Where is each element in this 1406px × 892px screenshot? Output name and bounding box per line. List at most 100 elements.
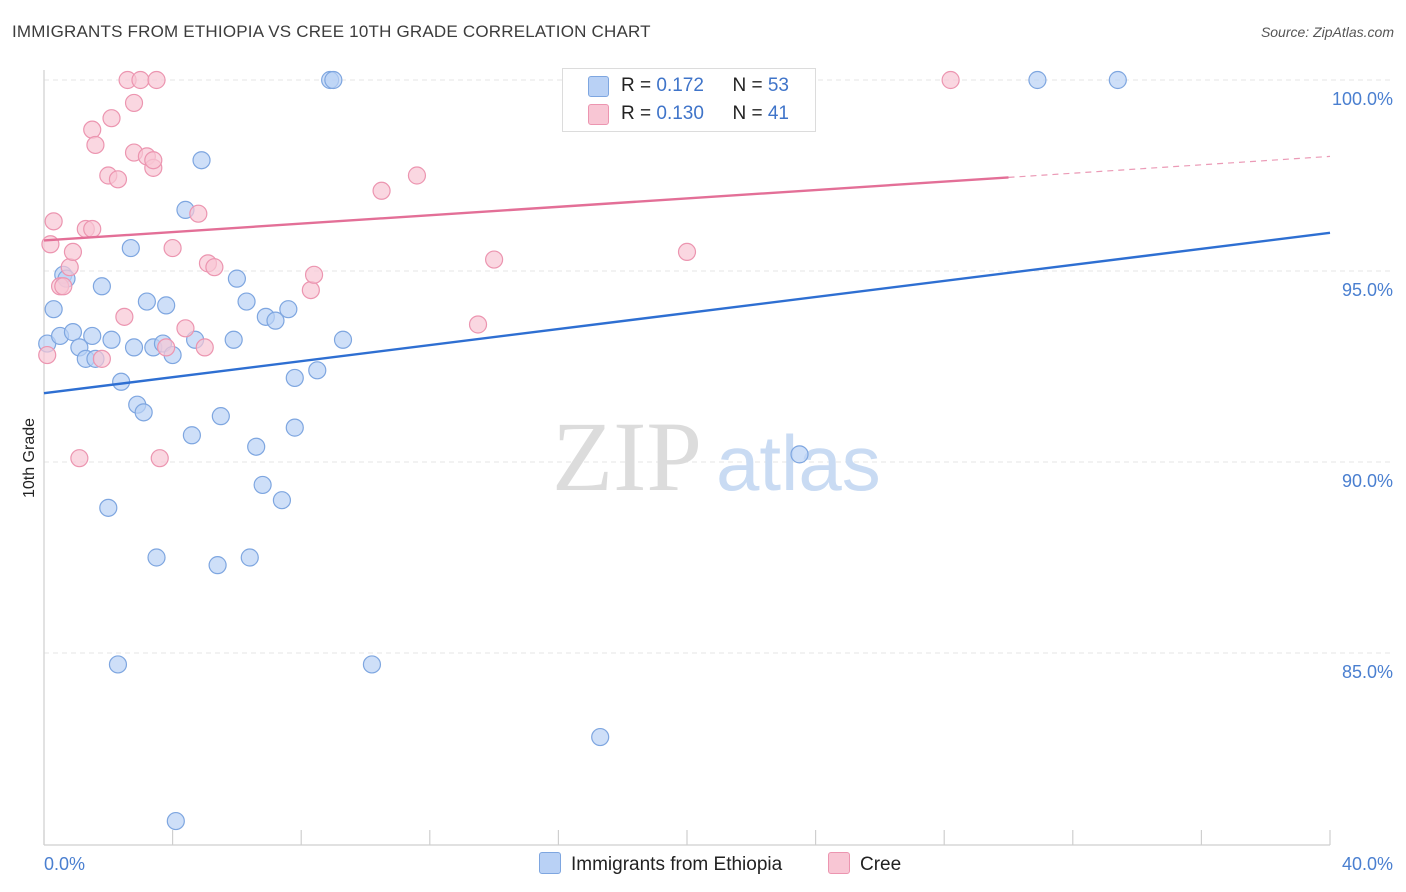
y-tick-label: 90.0% [1342, 471, 1393, 491]
point-ethiopia [166, 811, 185, 831]
point-ethiopia [285, 368, 304, 388]
legend-n-label: N = [732, 103, 768, 124]
point-ethiopia [92, 277, 111, 296]
point-cree [83, 120, 102, 139]
point-cree [44, 212, 63, 231]
point-ethiopia [240, 548, 259, 567]
point-cree [189, 204, 208, 223]
point-cree [108, 170, 128, 189]
point-ethiopia [102, 330, 121, 349]
trend-line-cree [43, 176, 1009, 242]
point-cree [124, 93, 144, 113]
point-cree [60, 258, 79, 277]
legend-n-value: 41 [767, 103, 789, 124]
chart-title: IMMIGRANTS FROM ETHIOPIA VS CREE 10TH GR… [12, 22, 651, 41]
point-ethiopia [237, 292, 256, 311]
point-cree [150, 449, 169, 468]
point-ethiopia [253, 475, 272, 495]
point-ethiopia [83, 326, 102, 346]
bottom-legend-label: Cree [860, 854, 902, 875]
point-ethiopia [1028, 70, 1047, 90]
point-ethiopia [147, 548, 166, 567]
point-cree [86, 135, 105, 155]
point-ethiopia [63, 323, 83, 342]
point-ethiopia [279, 300, 298, 319]
point-ethiopia [124, 338, 144, 357]
point-ethiopia [324, 70, 343, 90]
point-cree [163, 238, 182, 258]
point-ethiopia [591, 727, 610, 747]
legend-n-value: 53 [767, 75, 789, 96]
legend-swatch-blue [588, 76, 609, 97]
point-ethiopia [224, 330, 243, 349]
point-ethiopia [266, 311, 285, 330]
bottom-legend-swatch-blue [539, 852, 561, 874]
point-ethiopia [44, 300, 63, 319]
point-ethiopia [121, 238, 140, 258]
watermark: ZIP atlas [552, 401, 881, 512]
point-cree [176, 319, 195, 338]
x-ticks [43, 830, 1331, 845]
point-ethiopia [157, 296, 176, 315]
legend-n-label: N = [732, 75, 768, 96]
point-ethiopia [285, 418, 304, 437]
stats-legend: R = 0.172 N = 53 R = 0.130 N = 41 [562, 68, 816, 132]
point-ethiopia [227, 269, 246, 288]
y-tick-label: 95.0% [1342, 280, 1393, 300]
point-cree [70, 449, 89, 468]
point-cree [157, 338, 176, 357]
bottom-legend-ethiopia: Immigrants from Ethiopia [539, 852, 782, 876]
legend-r-label: R = [621, 75, 657, 96]
y-tick-label: 85.0% [1342, 662, 1393, 682]
point-cree [92, 349, 111, 368]
point-ethiopia [192, 151, 211, 170]
point-ethiopia [308, 361, 327, 380]
y-axis-label: 10th Grade [21, 418, 38, 498]
point-cree [677, 242, 697, 261]
y-tick-labels: 85.0% 90.0% 95.0% 100.0% [1332, 89, 1393, 682]
legend-swatch-pink [588, 104, 609, 125]
point-ethiopia [362, 655, 382, 674]
bottom-legend-cree: Cree [828, 852, 901, 876]
point-cree [205, 258, 224, 277]
point-cree [468, 315, 488, 334]
point-cree [38, 345, 57, 365]
y-tick-label: 100.0% [1332, 89, 1393, 109]
series-ethiopia-points [38, 70, 1127, 831]
point-cree [63, 242, 83, 261]
legend-r-value: 0.130 [656, 103, 704, 124]
source-label: Source: ZipAtlas.com [1260, 24, 1394, 40]
point-ethiopia [134, 403, 153, 422]
point-cree [102, 109, 121, 128]
point-cree [115, 307, 134, 326]
series-cree-points [38, 70, 960, 468]
x-tick-label-max: 40.0% [1342, 854, 1393, 874]
point-cree [941, 70, 960, 90]
point-ethiopia [211, 407, 230, 426]
point-ethiopia [99, 498, 118, 517]
point-ethiopia [208, 556, 227, 575]
bottom-legend-label: Immigrants from Ethiopia [571, 854, 783, 875]
point-cree [147, 70, 166, 90]
point-cree [144, 151, 163, 170]
point-ethiopia [182, 426, 201, 445]
point-ethiopia [272, 491, 292, 510]
legend-r-label: R = [621, 103, 657, 124]
point-cree [83, 219, 102, 239]
point-ethiopia [137, 292, 156, 311]
point-cree [131, 70, 150, 90]
point-cree [54, 277, 73, 296]
point-ethiopia [333, 330, 353, 349]
point-cree [304, 265, 324, 284]
trend-line-ethiopia [43, 231, 1331, 395]
bottom-legend-swatch-pink [828, 852, 850, 874]
point-cree [41, 235, 60, 254]
point-cree [195, 338, 214, 357]
point-cree [485, 250, 504, 269]
point-cree [372, 181, 391, 200]
trend-line-cree-extension [1008, 155, 1331, 179]
point-ethiopia [108, 655, 128, 674]
point-cree [301, 281, 320, 300]
point-ethiopia [790, 445, 809, 464]
